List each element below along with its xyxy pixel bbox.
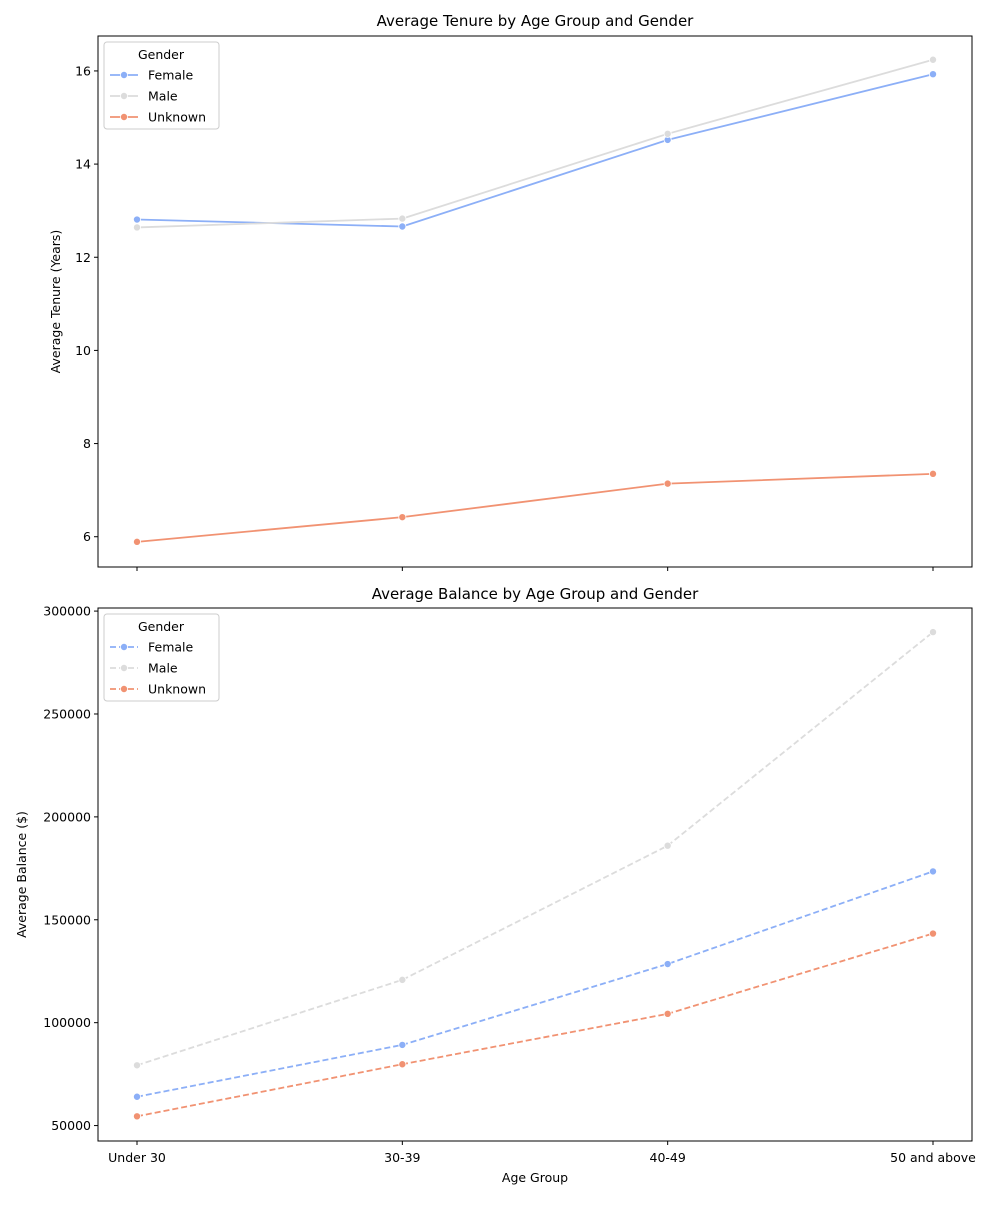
legend-marker-female	[120, 71, 129, 80]
data-point-female	[132, 215, 141, 224]
y-tick-label: 100000	[43, 1015, 91, 1030]
chart-panel-1: Average Tenure by Age Group and Gender Av…	[48, 12, 973, 571]
data-point-unknown	[663, 1009, 672, 1018]
x-tick-label: 50 and above	[890, 1150, 976, 1165]
legend-title: Gender	[138, 619, 185, 634]
data-point-male	[398, 214, 407, 223]
y-axis-label: Average Tenure (Years)	[48, 230, 63, 374]
legend-marker-unknown	[120, 685, 129, 694]
data-point-female	[929, 70, 938, 79]
data-point-unknown	[132, 1112, 141, 1121]
legend-label-female: Female	[148, 68, 194, 83]
legend: Gender Female Male Unknown	[103, 41, 220, 130]
chart-panel-2: Average Balance by Age Group and Gender A…	[14, 585, 976, 1185]
legend-marker-male	[120, 92, 129, 101]
data-point-male	[929, 628, 938, 637]
data-point-male	[132, 223, 141, 232]
legend-marker-female	[120, 643, 129, 652]
legend-box	[103, 613, 220, 702]
data-point-female	[398, 1040, 407, 1049]
data-point-unknown	[929, 469, 938, 478]
x-axis-label: Age Group	[502, 1170, 568, 1185]
legend-label-unknown: Unknown	[148, 110, 206, 125]
legend-title: Gender	[138, 47, 185, 62]
data-point-unknown	[929, 929, 938, 938]
series-line-female	[136, 73, 934, 228]
data-point-female	[663, 960, 672, 969]
data-point-male	[929, 55, 938, 64]
y-tick-label: 14	[75, 157, 91, 172]
legend-box	[103, 41, 220, 130]
y-tick-label: 250000	[43, 706, 91, 721]
data-point-unknown	[663, 479, 672, 488]
data-point-unknown	[398, 1060, 407, 1069]
series-line-unknown	[136, 472, 934, 543]
legend-label-female: Female	[148, 640, 194, 655]
plot-area-frame	[97, 607, 973, 1142]
y-tick-label: 6	[83, 529, 91, 544]
data-point-female	[929, 867, 938, 876]
plot-area-frame	[97, 35, 973, 568]
legend-label-male: Male	[148, 661, 178, 676]
chart-title: Average Balance by Age Group and Gender	[372, 585, 699, 603]
legend-label-unknown: Unknown	[148, 682, 206, 697]
y-axis-label: Average Balance ($)	[14, 811, 29, 938]
legend-marker-unknown	[120, 113, 129, 122]
data-point-male	[663, 841, 672, 850]
legend-marker-male	[120, 664, 129, 673]
legend-label-male: Male	[148, 89, 178, 104]
series-line-male	[136, 58, 934, 229]
y-tick-label: 50000	[51, 1118, 91, 1133]
y-tick-label: 200000	[43, 809, 91, 824]
series-line-male	[136, 631, 934, 1067]
y-tick-label: 8	[83, 436, 91, 451]
y-tick-label: 10	[75, 343, 91, 358]
y-tick-label: 150000	[43, 912, 91, 927]
data-point-unknown	[398, 513, 407, 522]
data-point-male	[132, 1061, 141, 1070]
data-point-male	[663, 129, 672, 138]
data-point-female	[398, 222, 407, 231]
x-tick-label: 40-49	[650, 1150, 686, 1165]
series-line-female	[136, 870, 934, 1098]
y-tick-label: 16	[75, 63, 91, 78]
x-tick-label: Under 30	[108, 1150, 166, 1165]
data-point-unknown	[132, 537, 141, 546]
legend: Gender Female Male Unknown	[103, 613, 220, 702]
y-tick-label: 300000	[43, 604, 91, 619]
chart-title: Average Tenure by Age Group and Gender	[377, 12, 695, 30]
series-line-unknown	[136, 932, 934, 1118]
y-tick-label: 12	[75, 250, 91, 265]
data-point-male	[398, 975, 407, 984]
data-point-female	[132, 1092, 141, 1101]
x-tick-label: 30-39	[384, 1150, 420, 1165]
